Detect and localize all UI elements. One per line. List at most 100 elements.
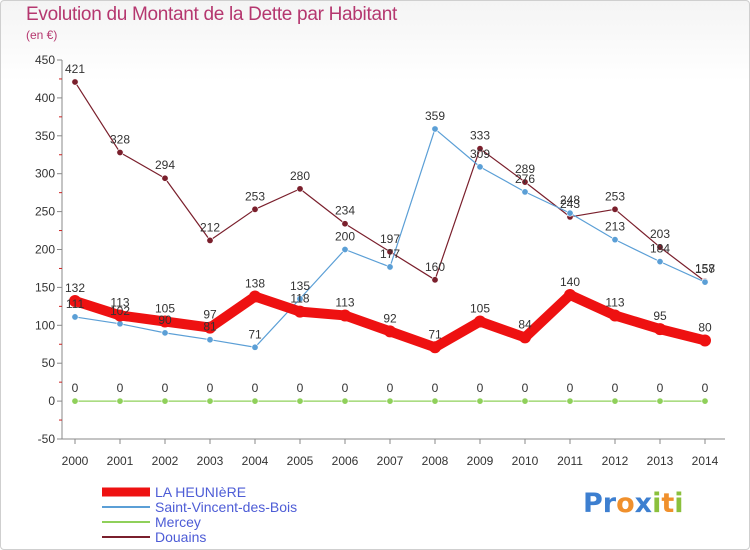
data-label: 0: [567, 381, 574, 395]
data-point: [296, 397, 304, 405]
x-tick-label: 2003: [197, 454, 224, 468]
data-label: 248: [560, 193, 580, 207]
data-label: 212: [200, 220, 220, 234]
data-point: [611, 205, 619, 213]
data-point: [431, 397, 439, 405]
data-point: [116, 148, 124, 156]
legend-label: Douains: [155, 529, 206, 545]
data-point: [159, 315, 171, 328]
x-tick-label: 2014: [692, 454, 719, 468]
data-point: [476, 145, 484, 153]
data-point: [476, 397, 484, 405]
data-point: [521, 188, 529, 196]
data-point: [519, 331, 531, 344]
y-tick-label: 450: [35, 53, 55, 67]
data-label: 105: [155, 302, 175, 316]
data-label: 234: [335, 204, 355, 218]
y-tick-label: 400: [35, 91, 55, 105]
data-point: [429, 341, 441, 354]
y-tick-label: 200: [35, 243, 55, 257]
data-label: 0: [117, 381, 124, 395]
data-label: 0: [387, 381, 394, 395]
data-point: [251, 397, 259, 405]
data-label: 111: [66, 297, 85, 311]
data-point: [384, 325, 396, 338]
data-label: 0: [72, 381, 79, 395]
data-label: 71: [248, 327, 262, 341]
data-label: 253: [605, 189, 625, 203]
data-point: [654, 323, 666, 336]
data-label: 213: [605, 220, 625, 234]
data-label: 243: [560, 197, 580, 211]
data-point: [206, 236, 214, 244]
data-label: 200: [335, 230, 355, 244]
series-layer: [69, 78, 711, 405]
data-point: [564, 288, 576, 301]
data-label: 113: [605, 295, 624, 309]
data-label: 113: [335, 295, 354, 309]
data-point: [339, 309, 351, 322]
data-label: 0: [252, 381, 259, 395]
data-point: [114, 309, 126, 322]
data-label: 294: [155, 158, 175, 172]
data-label: 157: [695, 262, 715, 276]
data-label: 97: [203, 308, 217, 322]
x-tick-label: 2008: [422, 454, 449, 468]
data-point: [656, 243, 664, 251]
data-point: [474, 315, 486, 328]
y-tick-label: 350: [35, 129, 55, 143]
x-tick-label: 2002: [152, 454, 179, 468]
data-point: [476, 163, 484, 171]
data-point: [251, 343, 259, 351]
y-tick-label: 250: [35, 205, 55, 219]
data-point: [431, 276, 439, 284]
x-tick-label: 2009: [467, 454, 494, 468]
data-label: 328: [110, 132, 130, 146]
data-label: 289: [515, 162, 535, 176]
data-point: [71, 78, 79, 86]
x-tick-label: 2001: [107, 454, 134, 468]
data-label: 203: [650, 227, 670, 241]
data-point: [69, 295, 81, 308]
chart-unit: (en €): [26, 28, 58, 42]
data-point: [566, 209, 574, 217]
data-label: 0: [657, 381, 664, 395]
data-point: [341, 397, 349, 405]
data-label: 0: [477, 381, 484, 395]
data-label: 118: [290, 292, 309, 306]
data-label: 0: [702, 381, 709, 395]
data-point: [386, 248, 394, 256]
data-label: 0: [297, 381, 304, 395]
data-label: 184: [650, 242, 670, 256]
legend: LA HEUNIèRESaint-Vincent-des-BoisMerceyD…: [102, 484, 297, 545]
x-tick-label: 2010: [512, 454, 539, 468]
data-point: [294, 305, 306, 318]
data-label: 0: [207, 381, 214, 395]
data-point: [521, 178, 529, 186]
data-point: [251, 205, 259, 213]
data-point: [341, 220, 349, 228]
data-label: 253: [245, 189, 265, 203]
x-tick-label: 2011: [557, 454, 583, 468]
y-tick-label: 300: [35, 167, 55, 181]
data-label: 0: [432, 381, 439, 395]
data-point: [701, 397, 709, 405]
data-point: [71, 313, 79, 321]
data-label: 160: [425, 260, 445, 274]
data-point: [296, 185, 304, 193]
y-tick-label: 100: [35, 318, 55, 332]
data-point: [341, 246, 349, 254]
data-point: [296, 295, 304, 303]
data-point: [386, 397, 394, 405]
x-tick-label: 2004: [242, 454, 269, 468]
data-label: 280: [290, 169, 310, 183]
data-label: 276: [515, 172, 535, 186]
data-label: 309: [470, 147, 490, 161]
data-label: 421: [65, 62, 85, 76]
data-point: [116, 397, 124, 405]
data-point: [206, 336, 214, 344]
data-label: 158: [695, 261, 715, 275]
y-tick-label: 50: [42, 356, 56, 370]
data-label: 92: [383, 311, 397, 325]
data-point: [609, 309, 621, 322]
